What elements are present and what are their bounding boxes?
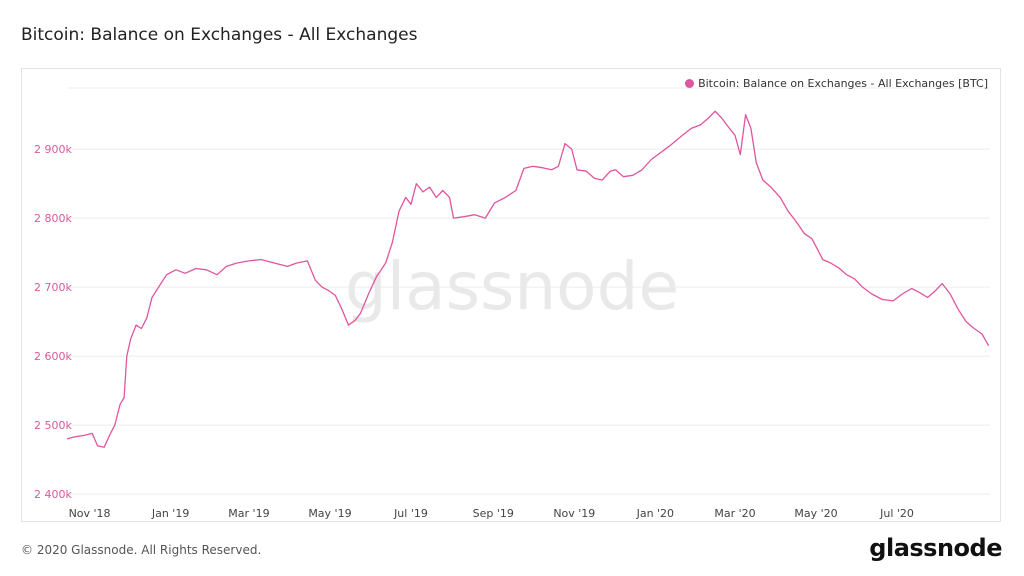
y-tick-label: 2 800k [34, 212, 72, 225]
x-tick-label: Nov '18 [69, 507, 111, 520]
grid-lines [67, 87, 990, 495]
y-tick-label: 2 400k [34, 488, 72, 501]
x-axis-ticks: Nov '18 Jan '19 Mar '19 May '19 Jul '19 Sep '… [69, 507, 914, 520]
x-tick-label: Mar '20 [714, 507, 755, 520]
chart-title: Bitcoin: Balance on Exchanges - All Exch… [21, 25, 418, 45]
legend-dot-icon [685, 79, 695, 88]
x-tick-label: Jan '19 [151, 507, 189, 520]
watermark-text: glassnode [345, 248, 679, 325]
chart-plot[interactable]: glassnode 2 400k 2 500k 2 600k 2 700k 2 800k… [22, 69, 1002, 523]
chart-legend[interactable]: Bitcoin: Balance on Exchanges - All Exch… [685, 77, 988, 90]
footer-copyright: © 2020 Glassnode. All Rights Reserved. [21, 543, 262, 557]
x-tick-label: May '20 [794, 507, 837, 520]
y-axis-ticks: 2 400k 2 500k 2 600k 2 700k 2 800k 2 900k [34, 143, 72, 501]
y-tick-label: 2 500k [34, 419, 72, 432]
y-tick-label: 2 900k [34, 143, 72, 156]
x-tick-label: May '19 [308, 507, 351, 520]
x-tick-label: Sep '19 [473, 507, 514, 520]
x-tick-label: Nov '19 [553, 507, 595, 520]
chart-panel: glassnode 2 400k 2 500k 2 600k 2 700k 2 800k… [21, 68, 1001, 522]
footer-brand-logo[interactable]: glassnode [869, 534, 1002, 562]
legend-label: Bitcoin: Balance on Exchanges - All Exch… [698, 77, 988, 90]
x-tick-label: Jul '20 [879, 507, 914, 520]
x-tick-label: Mar '19 [228, 507, 269, 520]
series-line[interactable] [66, 110, 990, 448]
x-tick-label: Jul '19 [393, 507, 428, 520]
y-tick-label: 2 600k [34, 350, 72, 363]
x-tick-label: Jan '20 [636, 507, 674, 520]
y-tick-label: 2 700k [34, 281, 72, 294]
